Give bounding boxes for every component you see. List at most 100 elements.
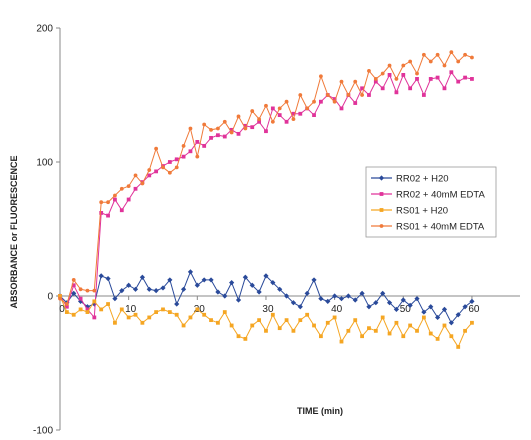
data-point (463, 328, 467, 333)
data-point (160, 285, 166, 291)
series-3 (58, 50, 474, 306)
data-point (312, 113, 316, 117)
data-point (202, 144, 207, 148)
data-point (77, 298, 84, 304)
data-point (181, 154, 186, 159)
data-point (318, 296, 324, 302)
x-tick-label: 50 (400, 304, 412, 315)
data-point (92, 315, 97, 320)
data-point (58, 296, 62, 301)
data-point (264, 129, 268, 134)
data-point (119, 307, 124, 312)
data-point (64, 302, 69, 306)
data-point (71, 283, 76, 288)
data-point (284, 99, 289, 104)
data-point (78, 307, 83, 312)
data-point (408, 86, 413, 91)
data-point (222, 119, 227, 124)
data-point (222, 134, 227, 139)
data-point (373, 300, 379, 306)
data-point (415, 328, 419, 333)
data-point (270, 106, 275, 111)
data-point (243, 336, 248, 341)
data-point (263, 273, 269, 279)
data-point (112, 296, 118, 302)
data-point (386, 300, 393, 306)
data-point (270, 312, 275, 317)
data-point (401, 73, 406, 77)
data-point (84, 304, 91, 310)
legend-item: RR02 + 40mM EDTA (371, 190, 485, 201)
data-point (188, 315, 193, 320)
data-point (147, 168, 152, 172)
data-point (105, 275, 111, 282)
data-point (442, 323, 447, 328)
data-point (449, 70, 454, 75)
data-point (133, 312, 138, 317)
data-point (367, 93, 371, 97)
data-point (325, 298, 331, 304)
data-point (345, 293, 351, 299)
data-point (408, 59, 413, 64)
data-point (119, 208, 124, 213)
data-point (421, 52, 426, 57)
data-point (99, 307, 104, 312)
data-point (236, 131, 241, 136)
data-point (180, 286, 187, 292)
data-point (277, 326, 282, 331)
data-point (394, 320, 399, 325)
data-point (187, 269, 194, 275)
data-point (415, 77, 419, 81)
data-point (325, 93, 330, 97)
data-point (222, 310, 227, 314)
data-point (201, 277, 207, 283)
data-point (209, 318, 213, 323)
data-point (140, 181, 145, 186)
data-point (167, 160, 172, 164)
data-point (463, 75, 467, 80)
x-axis-title: TIME (min) (297, 406, 343, 416)
data-point (470, 55, 474, 60)
data-point (291, 111, 296, 116)
data-point (353, 101, 358, 105)
data-point (305, 312, 310, 317)
legend-box (365, 166, 497, 238)
data-point (442, 86, 447, 91)
data-point (367, 68, 371, 73)
legend-item: RS01 + 40mM EDTA (371, 222, 485, 233)
data-point (126, 315, 131, 320)
data-point (470, 77, 474, 81)
data-point (298, 111, 303, 116)
data-point (318, 99, 323, 104)
x-tick-label: 0 (59, 304, 65, 315)
data-point (243, 126, 248, 131)
data-point (216, 320, 220, 325)
data-point (126, 282, 132, 288)
data-point (85, 310, 90, 314)
data-point (428, 59, 433, 64)
data-point (380, 290, 386, 296)
series-0 (57, 269, 475, 326)
x-tick-label: 10 (125, 304, 137, 315)
data-point (146, 286, 152, 292)
data-point (394, 90, 399, 95)
y-axis: -100 0 100 200 (33, 24, 61, 437)
data-point (71, 290, 77, 296)
data-point (92, 299, 97, 304)
data-point (414, 296, 420, 302)
data-point (242, 274, 248, 280)
data-point (401, 63, 406, 68)
data-point (119, 288, 125, 294)
data-point (456, 345, 461, 349)
data-point (113, 193, 117, 198)
data-point (312, 99, 316, 104)
legend-item: RR02 + H20 (371, 174, 449, 185)
data-point (257, 119, 262, 124)
data-point (250, 125, 255, 130)
legend-swatch-marker (379, 192, 384, 196)
data-point (99, 200, 104, 205)
data-point (360, 86, 364, 91)
data-point (188, 126, 193, 131)
x-tick-label: 20 (194, 304, 206, 315)
data-point (463, 52, 467, 57)
